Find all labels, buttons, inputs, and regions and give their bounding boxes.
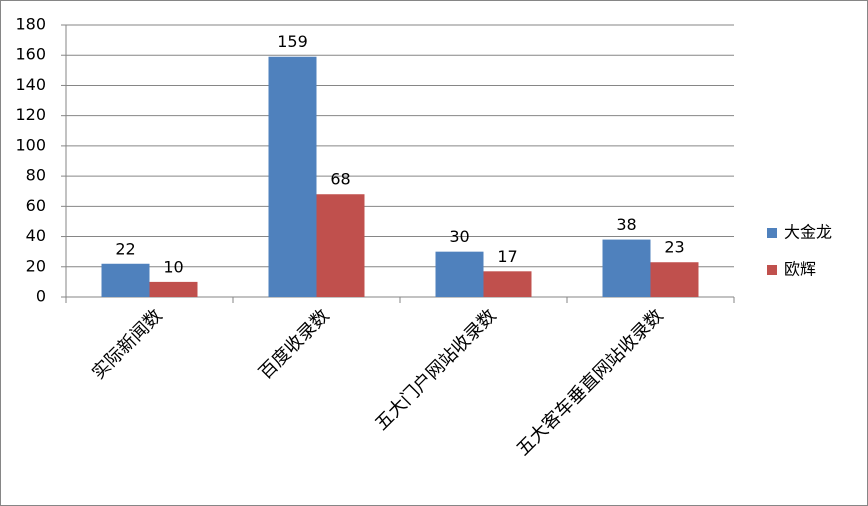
- y-tick-label: 20: [26, 256, 46, 275]
- data-label: 23: [664, 238, 684, 257]
- legend-swatch: [767, 228, 777, 238]
- data-label: 159: [277, 32, 308, 51]
- data-label: 68: [330, 170, 350, 189]
- y-tick-label: 160: [15, 45, 46, 64]
- y-tick-label: 60: [26, 196, 46, 215]
- data-label: 30: [449, 227, 469, 246]
- bar: [435, 251, 484, 297]
- y-tick-label: 80: [26, 166, 46, 185]
- data-label: 10: [163, 257, 183, 276]
- bar: [602, 239, 651, 297]
- bar: [650, 262, 699, 297]
- bar: [268, 56, 317, 297]
- legend-label: 欧辉: [784, 260, 816, 279]
- data-label: 17: [497, 247, 517, 266]
- data-label: 38: [616, 215, 636, 234]
- legend-swatch: [767, 265, 777, 275]
- y-tick-label: 40: [26, 226, 46, 245]
- y-tick-label: 140: [15, 75, 46, 94]
- bar: [316, 194, 365, 297]
- bar: [101, 263, 150, 297]
- y-tick-label: 120: [15, 105, 46, 124]
- bar: [483, 271, 532, 297]
- y-tick-label: 100: [15, 135, 46, 154]
- y-tick-label: 180: [15, 15, 46, 34]
- bar: [149, 281, 198, 297]
- data-label: 22: [115, 239, 135, 258]
- legend-label: 大金龙: [784, 223, 832, 242]
- y-tick-label: 0: [36, 287, 46, 306]
